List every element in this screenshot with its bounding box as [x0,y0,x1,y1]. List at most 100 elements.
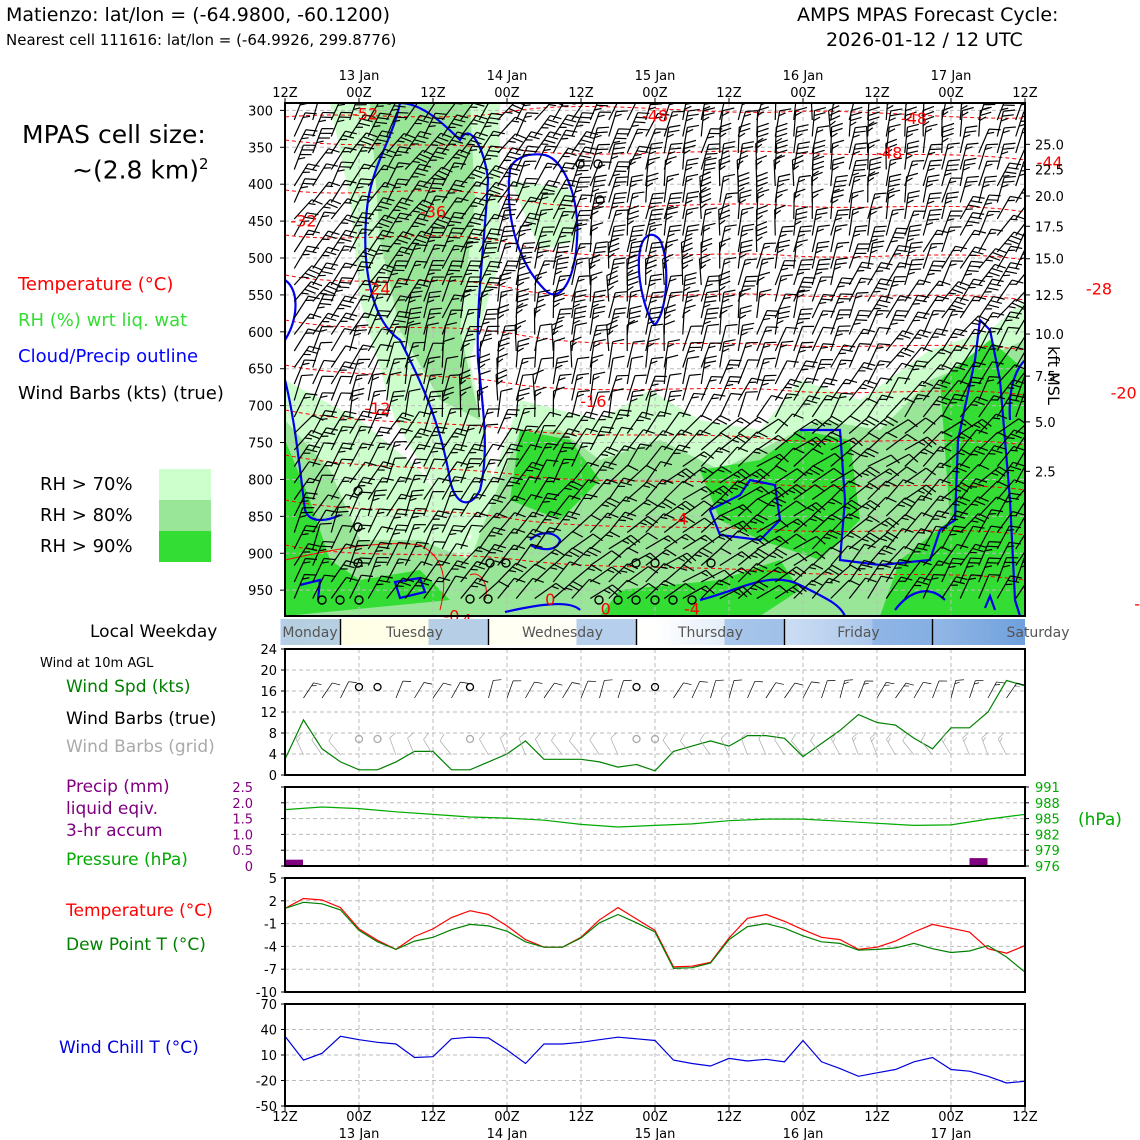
barb-flag [637,128,650,131]
barb-flag [718,488,729,497]
wind-barb [904,294,930,319]
barb-flag [1000,117,1009,122]
barb-staff [293,461,310,484]
wind-barb [534,289,551,319]
barb-flag [916,360,929,364]
barb-flag [922,105,935,112]
barb-flag [470,232,483,236]
barb-flag [524,160,537,162]
barb-flag [443,337,455,343]
barb-staff [700,432,722,451]
barb-staff [312,294,325,319]
barb-flag [633,340,645,343]
barb-staff [534,131,551,154]
barb-staff [1015,311,1025,335]
barb-flag [907,195,920,199]
wind-barb [386,197,414,220]
barb-flag [850,106,863,112]
wind-barb [293,374,314,401]
wind-barb [626,481,658,500]
barb-flag [735,436,747,444]
barb-flag [726,192,739,195]
barb-staff [793,342,803,368]
wind-barb [459,386,472,418]
barb-flag [965,224,973,227]
barb-flag [805,360,818,364]
wind-barb [645,430,675,451]
barb-flag [299,153,312,156]
barb-flag [417,118,429,124]
barb-flag [637,447,645,449]
barb-flag [777,178,790,183]
barb-flag [659,411,672,415]
wind-barb [515,272,531,302]
barb-flag [703,364,711,369]
barb-staff [608,341,614,368]
barb-flag [1006,529,1015,532]
wind-barb [404,163,432,187]
wind-barb [386,231,415,253]
barb-flag [734,483,746,490]
barb-flag [939,446,952,452]
barb-flag [741,228,754,232]
barb-flag [432,182,445,185]
barb-flag [435,426,448,430]
barb-staff [626,103,640,121]
barb-flag [558,240,571,244]
barb-flag [517,342,530,348]
barb-flag [474,443,486,448]
barb-flag [413,247,421,250]
wind-barb [700,514,732,533]
barb-flag [936,449,945,452]
barb-flag [345,295,357,300]
barb-staff [367,328,383,352]
wind-barb [941,328,968,352]
barb-flag [893,280,905,283]
barb-flag [608,242,620,249]
wind-barb [497,408,520,434]
barb-staff [386,246,402,269]
barb-flag [988,194,1001,197]
barb-flag [437,147,450,151]
barb-flag [954,300,966,306]
barb-flag [727,364,740,366]
barb-flag [371,376,380,381]
barb-flag [616,209,629,212]
barb-flag [298,157,306,160]
barb-staff [1015,103,1025,121]
barb-flag [358,539,370,542]
barb-flag [595,174,607,178]
barb-flag [486,154,498,157]
barb-flag [490,228,503,231]
barb-flag [304,249,317,254]
barb-flag [320,395,328,399]
barb-flag [690,341,703,344]
barb-flag [522,185,530,189]
barb-staff [571,177,581,203]
wind-barb [589,531,621,550]
barb-flag [828,105,840,112]
barb-staff [682,342,692,368]
wind-barb [607,237,620,269]
barb-staff [922,160,931,187]
barb-flag [528,465,541,471]
barb-flag [670,114,678,118]
wind-barb [719,224,737,253]
barb-flag [453,183,465,188]
barb-staff [848,532,871,550]
barb-staff [904,417,926,434]
barb-staff [312,376,323,401]
barb-flag [822,343,835,346]
barb-flag [376,413,389,416]
barb-flag [957,296,969,302]
local-weekday-label: Local Weekday [90,622,218,642]
barb-flag [318,137,331,139]
wind-barb [774,447,805,467]
barb-flag [653,131,661,135]
barb-flag [359,446,367,449]
wind-barb [830,277,854,302]
barb-flag [827,434,839,442]
wind-barb [867,496,897,517]
barb-flag [971,233,980,236]
